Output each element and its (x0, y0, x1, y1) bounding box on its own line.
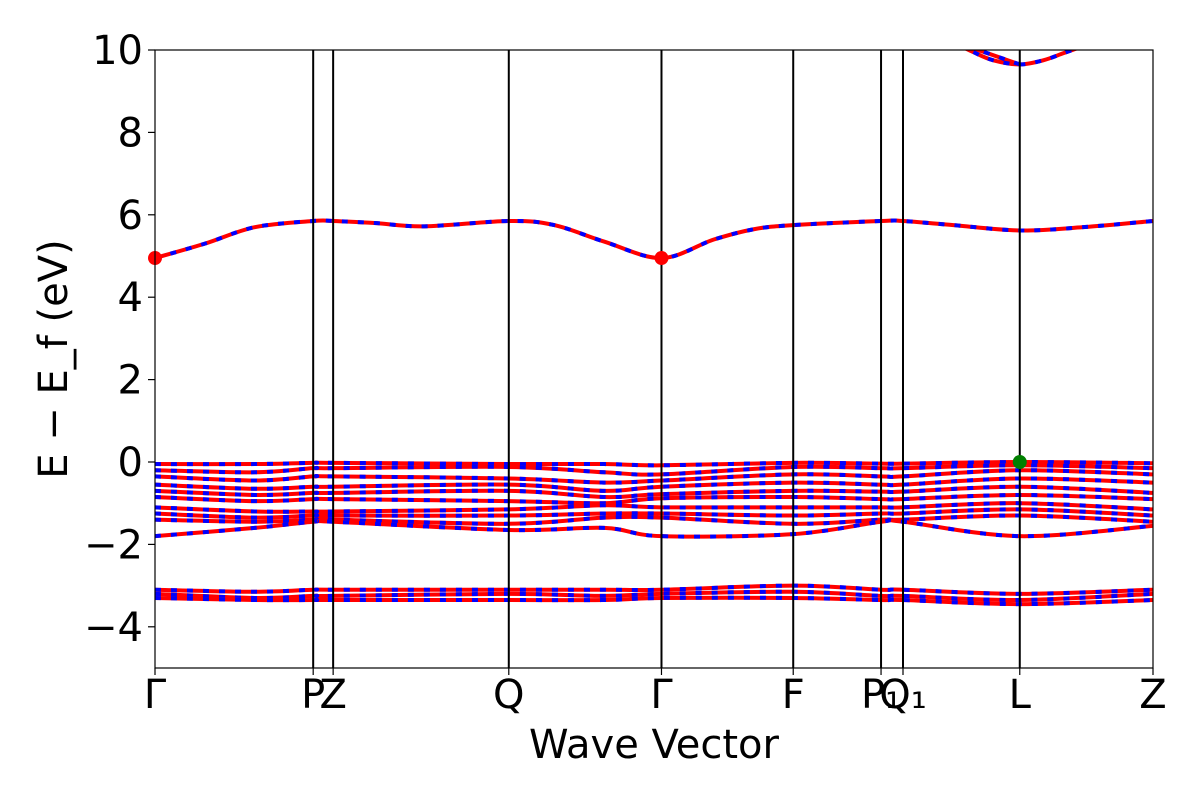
band-12-spin-up (155, 583, 1153, 596)
band-1-spin-up (964, 50, 1079, 67)
band-8-spin-up (155, 501, 1153, 514)
x-tick-label-2: Z (319, 672, 346, 718)
band-4-spin-up (155, 468, 1153, 485)
band-3-spin-up (155, 463, 1153, 477)
kpoint-lines (312, 50, 1021, 668)
y-tick-label-3: 2 (118, 358, 143, 404)
y-tick-label-5: 6 (118, 193, 143, 239)
x-tick-label-4: Γ (650, 672, 673, 718)
x-tick-label-9: Z (1139, 672, 1166, 718)
band-13-spin-up (155, 589, 1153, 603)
y-axis-ticks: −4 −2 0 2 4 6 8 10 (84, 28, 155, 651)
band-0-spin-down (155, 218, 1153, 261)
band-7-spin-up (155, 492, 1153, 506)
x-tick-label-6: P₁ (861, 672, 901, 718)
band-11-spin-down (155, 518, 1153, 539)
x-tick-label-7: Q₁ (879, 672, 927, 718)
y-tick-label-7: 10 (92, 28, 143, 74)
band-11-spin-up (155, 518, 1153, 539)
band-10-spin-up (155, 513, 1153, 526)
vbm-marker-2 (1012, 455, 1027, 469)
y-axis-title: E − E_f (eV) (31, 239, 77, 478)
x-axis-title: Wave Vector (529, 722, 780, 768)
x-tick-label-1: P (301, 672, 325, 718)
extrema-markers (148, 251, 1027, 469)
y-tick-label-4: 4 (118, 275, 143, 321)
band-5-spin-up (155, 476, 1153, 493)
plot-frame (154, 49, 1154, 669)
x-tick-label-0: Γ (144, 672, 167, 718)
cbm-marker-1 (654, 251, 669, 266)
x-tick-label-8: L (1009, 672, 1032, 718)
y-tick-label-6: 8 (118, 110, 143, 156)
band-0-spin-up (155, 218, 1153, 261)
y-tick-label-0: −4 (84, 605, 143, 651)
y-tick-label-1: −2 (84, 522, 143, 568)
band-9-spin-up (155, 507, 1153, 520)
y-tick-label-2: 0 (118, 440, 143, 486)
band-6-spin-up (155, 484, 1153, 500)
x-tick-label-5: F (782, 672, 805, 718)
x-tick-label-3: Q (493, 672, 524, 718)
band-lines (155, 50, 1153, 607)
band-2-spin-up (155, 459, 1153, 468)
band-14-spin-up (155, 595, 1153, 607)
